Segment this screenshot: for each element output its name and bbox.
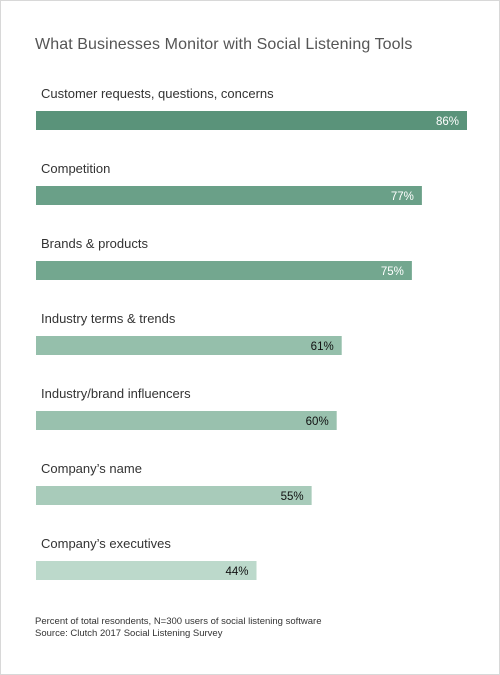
category-label: Competition bbox=[41, 161, 110, 176]
value-label: 61% bbox=[311, 341, 334, 353]
footnote-source: Source: Clutch 2017 Social Listening Sur… bbox=[35, 628, 223, 639]
footnote: Percent of total resondents, N=300 users… bbox=[35, 616, 321, 640]
value-label: 44% bbox=[225, 566, 248, 578]
bar bbox=[36, 186, 422, 205]
value-label: 60% bbox=[306, 416, 329, 428]
category-label: Customer requests, questions, concerns bbox=[41, 86, 274, 101]
footnote-sample: Percent of total resondents, N=300 users… bbox=[35, 616, 322, 627]
category-label: Company’s name bbox=[41, 461, 142, 476]
value-label: 77% bbox=[391, 191, 414, 203]
value-label: 75% bbox=[381, 266, 404, 278]
value-label: 55% bbox=[281, 491, 304, 503]
category-label: Company’s executives bbox=[41, 536, 171, 551]
bar bbox=[36, 336, 342, 355]
bar bbox=[36, 561, 257, 580]
bar bbox=[36, 111, 467, 130]
chart-title: What Businesses Monitor with Social List… bbox=[35, 36, 413, 53]
bar bbox=[36, 411, 337, 430]
bar bbox=[36, 261, 412, 280]
value-label: 86% bbox=[436, 116, 459, 128]
category-label: Brands & products bbox=[41, 236, 148, 251]
category-label: Industry terms & trends bbox=[41, 311, 176, 326]
category-label: Industry/brand influencers bbox=[41, 386, 191, 401]
bar bbox=[36, 486, 312, 505]
